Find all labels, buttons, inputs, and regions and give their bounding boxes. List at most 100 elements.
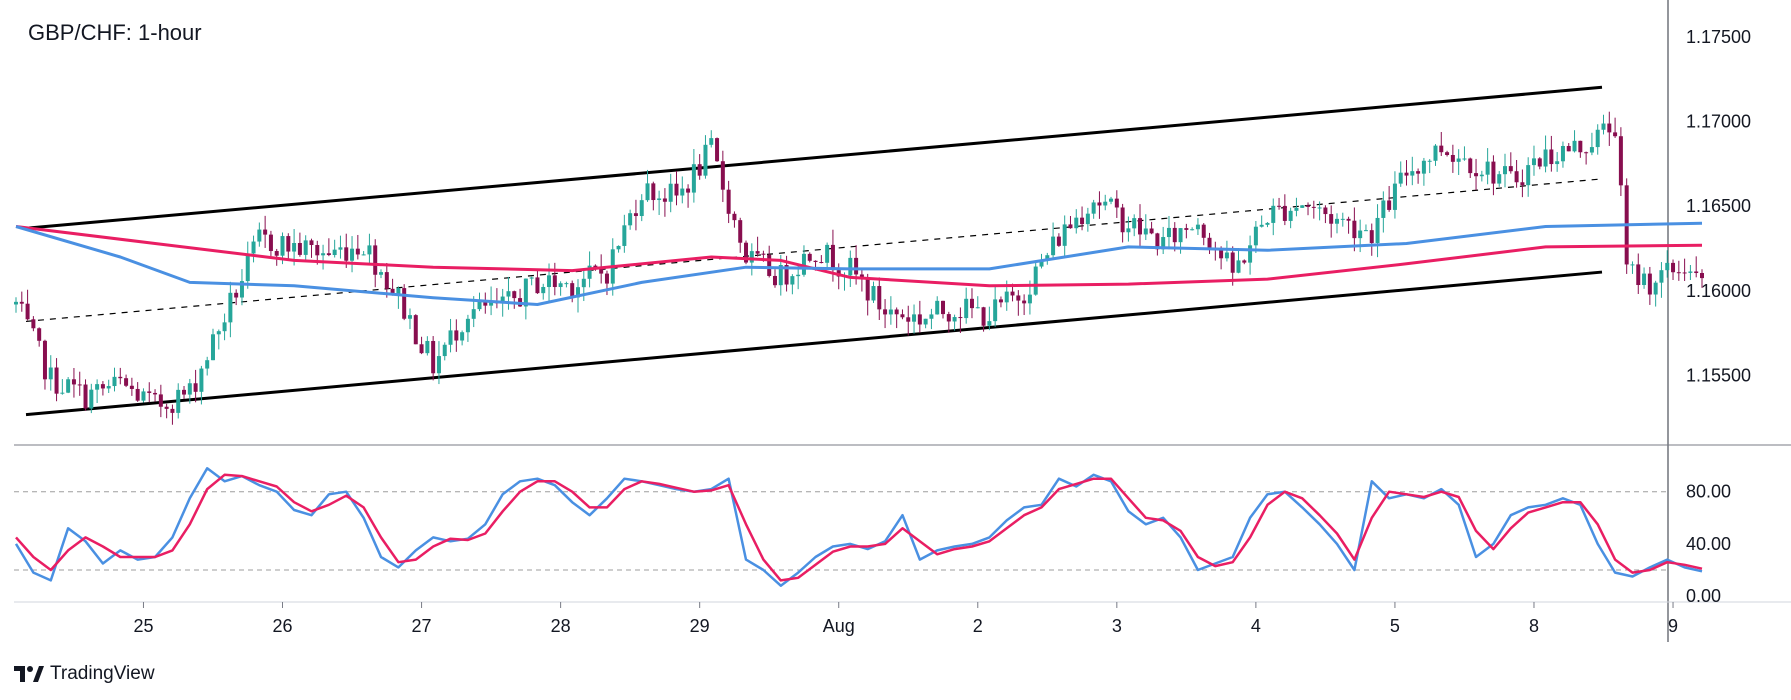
candle-up — [1265, 222, 1270, 225]
candle-down — [1676, 272, 1681, 274]
candle-up — [587, 265, 592, 279]
candle-up — [141, 391, 146, 401]
candle-up — [576, 287, 580, 298]
candle-up — [1531, 158, 1536, 166]
candle-down — [1549, 149, 1554, 165]
candle-up — [628, 213, 633, 226]
candle-down — [1636, 264, 1641, 286]
candle-down — [755, 251, 760, 254]
candle-up — [657, 198, 662, 201]
candle-up — [680, 188, 685, 196]
candle-up — [1595, 129, 1600, 148]
candle-down — [662, 198, 667, 202]
candle-up — [1236, 260, 1241, 273]
candle-down — [274, 251, 279, 256]
candle-up — [645, 183, 650, 201]
candle-down — [1700, 273, 1704, 279]
candle-down — [286, 236, 291, 252]
candle-up — [112, 376, 117, 387]
candle-up — [216, 331, 221, 335]
candle-up — [622, 225, 627, 246]
candle-down — [182, 389, 187, 395]
candle-down — [1416, 171, 1421, 174]
candle-up — [205, 360, 210, 369]
candle-up — [825, 244, 830, 263]
candle-up — [1300, 205, 1305, 208]
candle-down — [483, 300, 488, 306]
candle-down — [42, 340, 47, 380]
channel-upper-line — [25, 85, 1603, 230]
candle-down — [877, 286, 882, 310]
candle-down — [1201, 224, 1206, 238]
candle-up — [1642, 273, 1647, 286]
candle-up — [1456, 158, 1461, 162]
candle-down — [1537, 158, 1542, 167]
candle-up — [1190, 229, 1195, 231]
candle-up — [541, 287, 546, 294]
candle-up — [749, 251, 754, 263]
candle-up — [558, 283, 563, 288]
candle-up — [222, 322, 227, 332]
candle-up — [14, 301, 18, 305]
candle-down — [998, 299, 1003, 303]
candle-up — [1271, 205, 1276, 223]
candle-down — [1080, 217, 1085, 225]
candle-up — [361, 254, 366, 256]
candle-up — [1039, 260, 1044, 267]
candle-up — [709, 138, 714, 145]
candle-down — [906, 317, 911, 322]
candle-up — [477, 300, 482, 310]
candle-down — [1682, 272, 1687, 274]
candle-up — [228, 292, 233, 323]
candle-down — [686, 188, 691, 193]
candle-up — [1398, 172, 1403, 184]
channel-lower-line — [25, 270, 1603, 417]
candle-up — [790, 276, 795, 285]
candle-up — [396, 288, 401, 294]
candle-down — [37, 328, 42, 341]
candle-up — [465, 318, 470, 333]
candle-up — [778, 265, 783, 286]
channel-mid-line — [25, 178, 1603, 323]
candle-up — [668, 183, 673, 202]
candle-up — [616, 245, 621, 250]
price-axis-label: 1.17500 — [1686, 27, 1751, 47]
candle-down — [969, 298, 974, 309]
candle-down — [1149, 228, 1154, 234]
candle-up — [1317, 207, 1322, 209]
candle-down — [1010, 291, 1015, 296]
candle-down — [958, 317, 963, 319]
candle-down — [135, 388, 140, 401]
candle-down — [651, 183, 656, 201]
candle-up — [529, 277, 534, 279]
candle-up — [929, 314, 934, 319]
candle-down — [1282, 205, 1287, 221]
candle-down — [1468, 158, 1473, 174]
candle-up — [1485, 161, 1490, 175]
candle-up — [187, 383, 192, 395]
time-axis-label: 4 — [1251, 616, 1261, 636]
candle-up — [367, 245, 372, 255]
tradingview-brand[interactable]: TradingView — [14, 663, 155, 685]
candle-down — [164, 406, 169, 409]
candle-up — [1688, 271, 1693, 273]
candle-down — [830, 244, 835, 271]
candle-up — [1363, 230, 1368, 232]
candle-up — [106, 386, 111, 389]
candle-up — [1259, 224, 1264, 227]
candle-up — [1410, 171, 1415, 176]
candle-up — [935, 300, 940, 315]
candle-down — [1230, 252, 1235, 273]
candle-up — [1091, 202, 1096, 214]
price-axis-label: 1.17000 — [1686, 112, 1751, 132]
candle-down — [981, 307, 986, 326]
candle-up — [1132, 218, 1137, 229]
candle-up — [801, 253, 806, 275]
candle-down — [738, 220, 743, 243]
candle-up — [1572, 140, 1577, 152]
candle-up — [199, 368, 204, 392]
candle-up — [407, 315, 412, 319]
candle-up — [912, 314, 917, 322]
candle-up — [1479, 174, 1484, 177]
